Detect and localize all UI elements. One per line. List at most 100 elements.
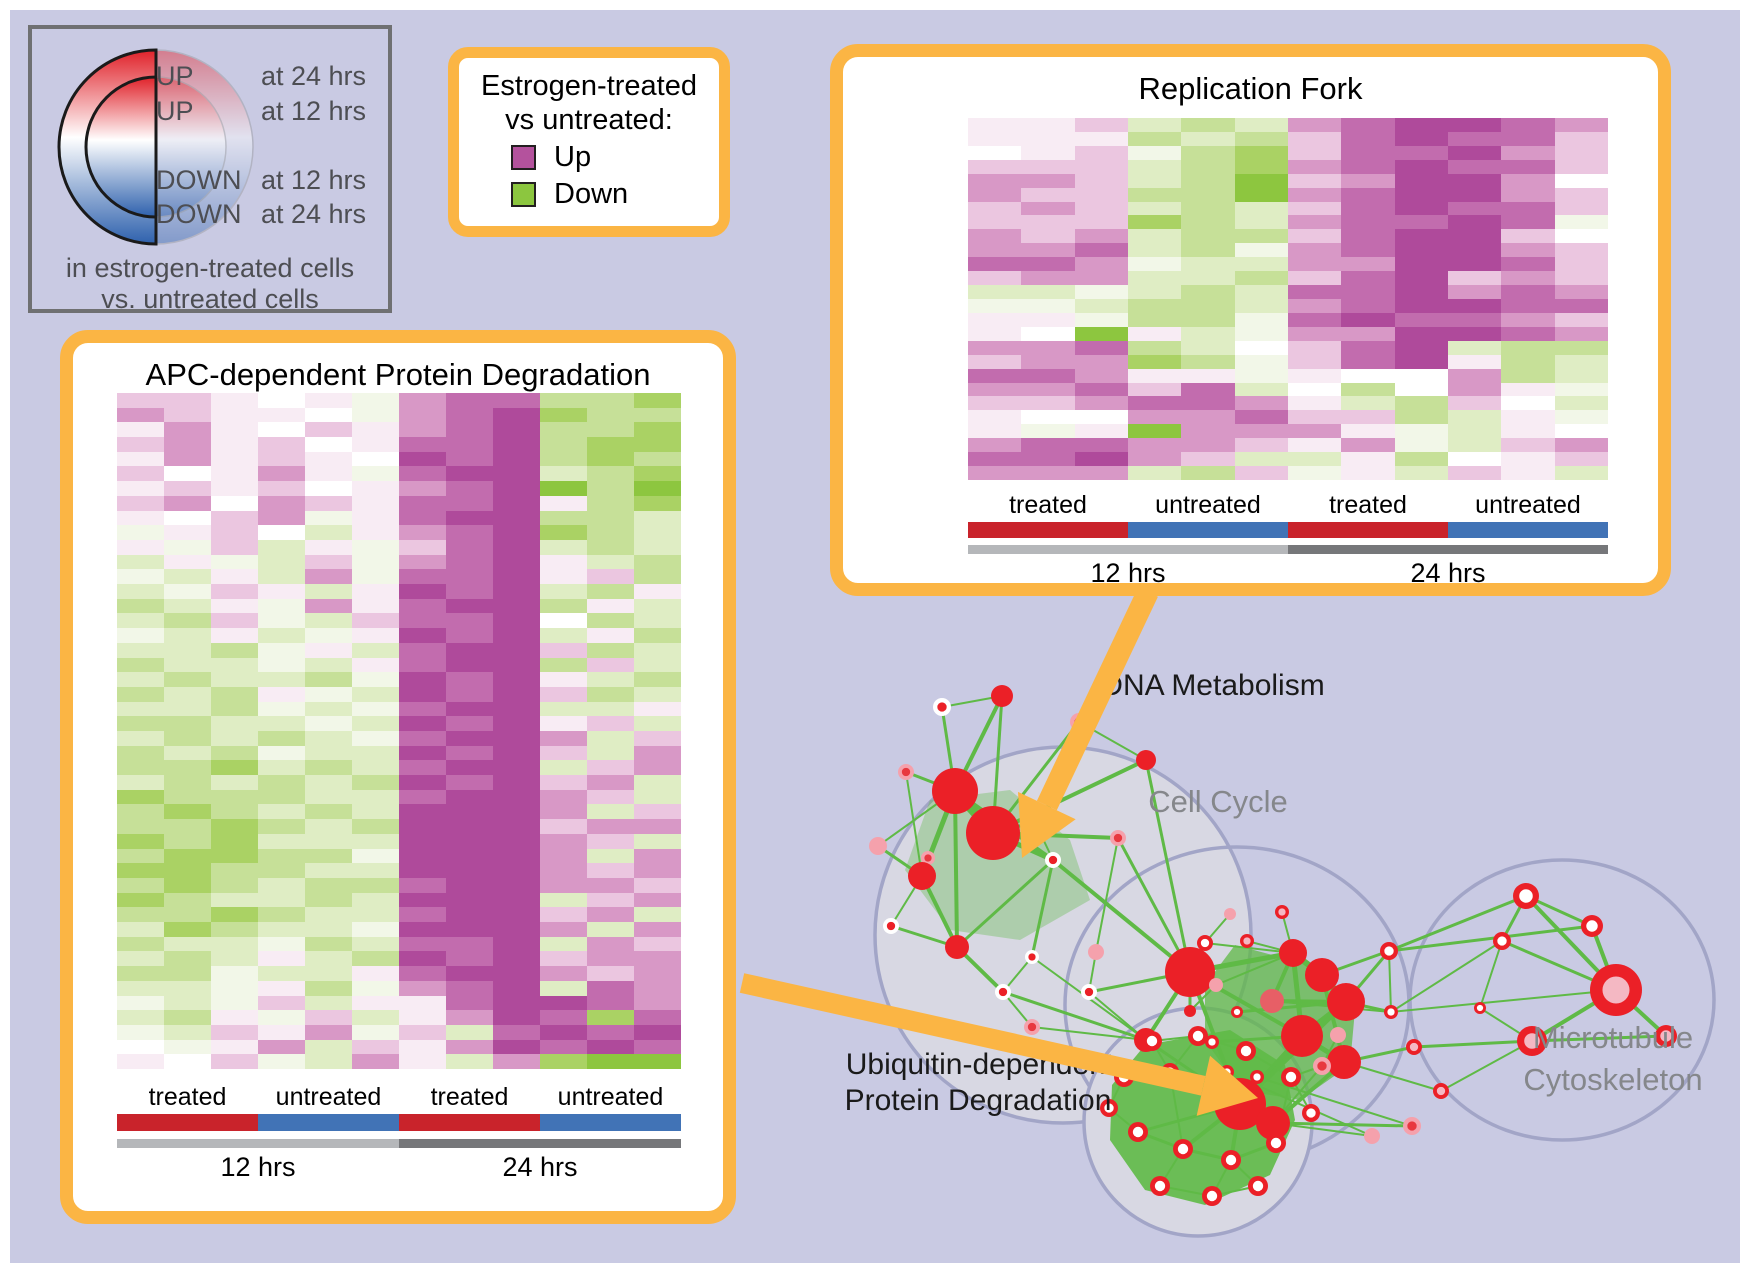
heatmap-cell [493,525,540,540]
heatmap-cell [1554,145,1608,160]
heatmap-cell [211,730,258,746]
network-node-center [1206,1190,1218,1202]
heatmap-cell [1341,424,1395,439]
heatmap-cell [587,672,634,687]
heatmap-cell [634,584,681,599]
heatmap-cell [211,554,258,570]
heatmap-cell [968,410,1022,425]
heatmap-cell [446,495,493,511]
heatmap-cell [1234,410,1288,425]
heatmap-cell [540,716,587,731]
heatmap-cell [968,396,1022,411]
heatmap-cell [211,686,258,702]
legend-dir-down-24: DOWN [156,199,242,229]
heatmap-cell [1021,271,1075,286]
network-edge [1002,990,1147,1042]
heatmap-cell [493,1024,540,1040]
heatmap-cell [399,775,446,790]
heatmap-cell [1234,466,1288,480]
heatmap-cell [1181,215,1235,230]
heatmap-cell [305,642,352,658]
heatmap-cell [211,525,258,540]
heatmap-cell [1341,159,1395,174]
heatmap-cell [1501,159,1555,174]
network-label: Cell Cycle [1148,784,1288,819]
heatmap-cell [164,1010,211,1025]
heatmap-cell [1021,466,1075,480]
heatmap-cell [587,686,634,702]
heatmap-cell [211,760,258,776]
heatmap-cell [493,686,540,702]
heatmap-cell [352,584,399,599]
apc-time-labels: 12 hrs 24 hrs [117,1152,681,1183]
heatmap-cell [1554,368,1608,383]
heatmap-cell [540,554,587,570]
network-node-center [1270,1137,1282,1149]
heatmap-cell [446,393,493,408]
heatmap-cell [1181,257,1235,272]
heatmap-cell [1021,187,1075,202]
heatmap-cell [540,495,587,511]
heatmap-cell [1341,173,1395,188]
heatmap-cell [211,789,258,805]
heatmap-cell [1127,243,1182,258]
heatmap-cell [1021,159,1075,174]
heatmap-cell [1181,312,1235,327]
network-edge [992,758,1147,835]
heatmap-cell [1234,118,1288,132]
heatmap-cell [352,451,399,467]
heatmap-cell [587,510,634,526]
heatmap-cell [305,730,352,746]
heatmap-cell [1287,257,1342,272]
heatmap-cell [305,995,352,1011]
heatmap-cell [587,613,634,629]
heatmap-cell [1554,257,1608,272]
heatmap-cell [634,1010,681,1025]
heatmap-cell [968,257,1022,272]
heatmap-cell [1554,173,1608,188]
heatmap-cell [540,1039,587,1055]
heatmap-cell [1501,118,1555,132]
heatmap-cell [305,437,352,452]
updown-circle-glyph [57,48,254,246]
heatmap-cell [305,980,352,996]
heatmap-cell [1181,326,1235,341]
network-node-center [1028,953,1036,961]
arrow-head [1196,1055,1258,1116]
heatmap-cell [1074,118,1128,132]
heatmap-cell [258,863,305,878]
heatmap-cell [1447,215,1502,230]
heatmap-cell [352,598,399,614]
heatmap-cell [1074,340,1128,355]
heatmap-cell [352,730,399,746]
heatmap-cell [211,437,258,452]
heatmap-cell [540,922,587,937]
heatmap-cell [258,525,305,540]
heatmap-cell [493,451,540,467]
heatmap-cell [446,848,493,864]
network-node [1136,750,1156,770]
heatmap-cell [634,922,681,937]
heatmap-cell [540,510,587,526]
heatmap-cell [117,701,164,717]
heatmap-cell [634,510,681,526]
heatmap-cell [352,951,399,967]
heatmap-cell [446,833,493,849]
heatmap-cell [164,863,211,878]
heatmap-cell [399,525,446,540]
network-edge [1116,837,1192,973]
heatmap-cell [305,525,352,540]
heatmap-cell [117,995,164,1011]
heatmap-cell [211,510,258,526]
legend-caption-line1: in estrogen-treated cells [65,253,355,283]
heatmap-cell [634,848,681,864]
network-node [1279,939,1307,967]
heatmap-cell [258,628,305,643]
heatmap-cell [258,819,305,834]
heatmap-cell [634,657,681,673]
heatmap-cell [164,554,211,570]
treated-bar [968,522,1128,538]
heatmap-cell [211,936,258,952]
heatmap-cell [1501,354,1555,369]
heatmap-cell [1074,312,1128,327]
